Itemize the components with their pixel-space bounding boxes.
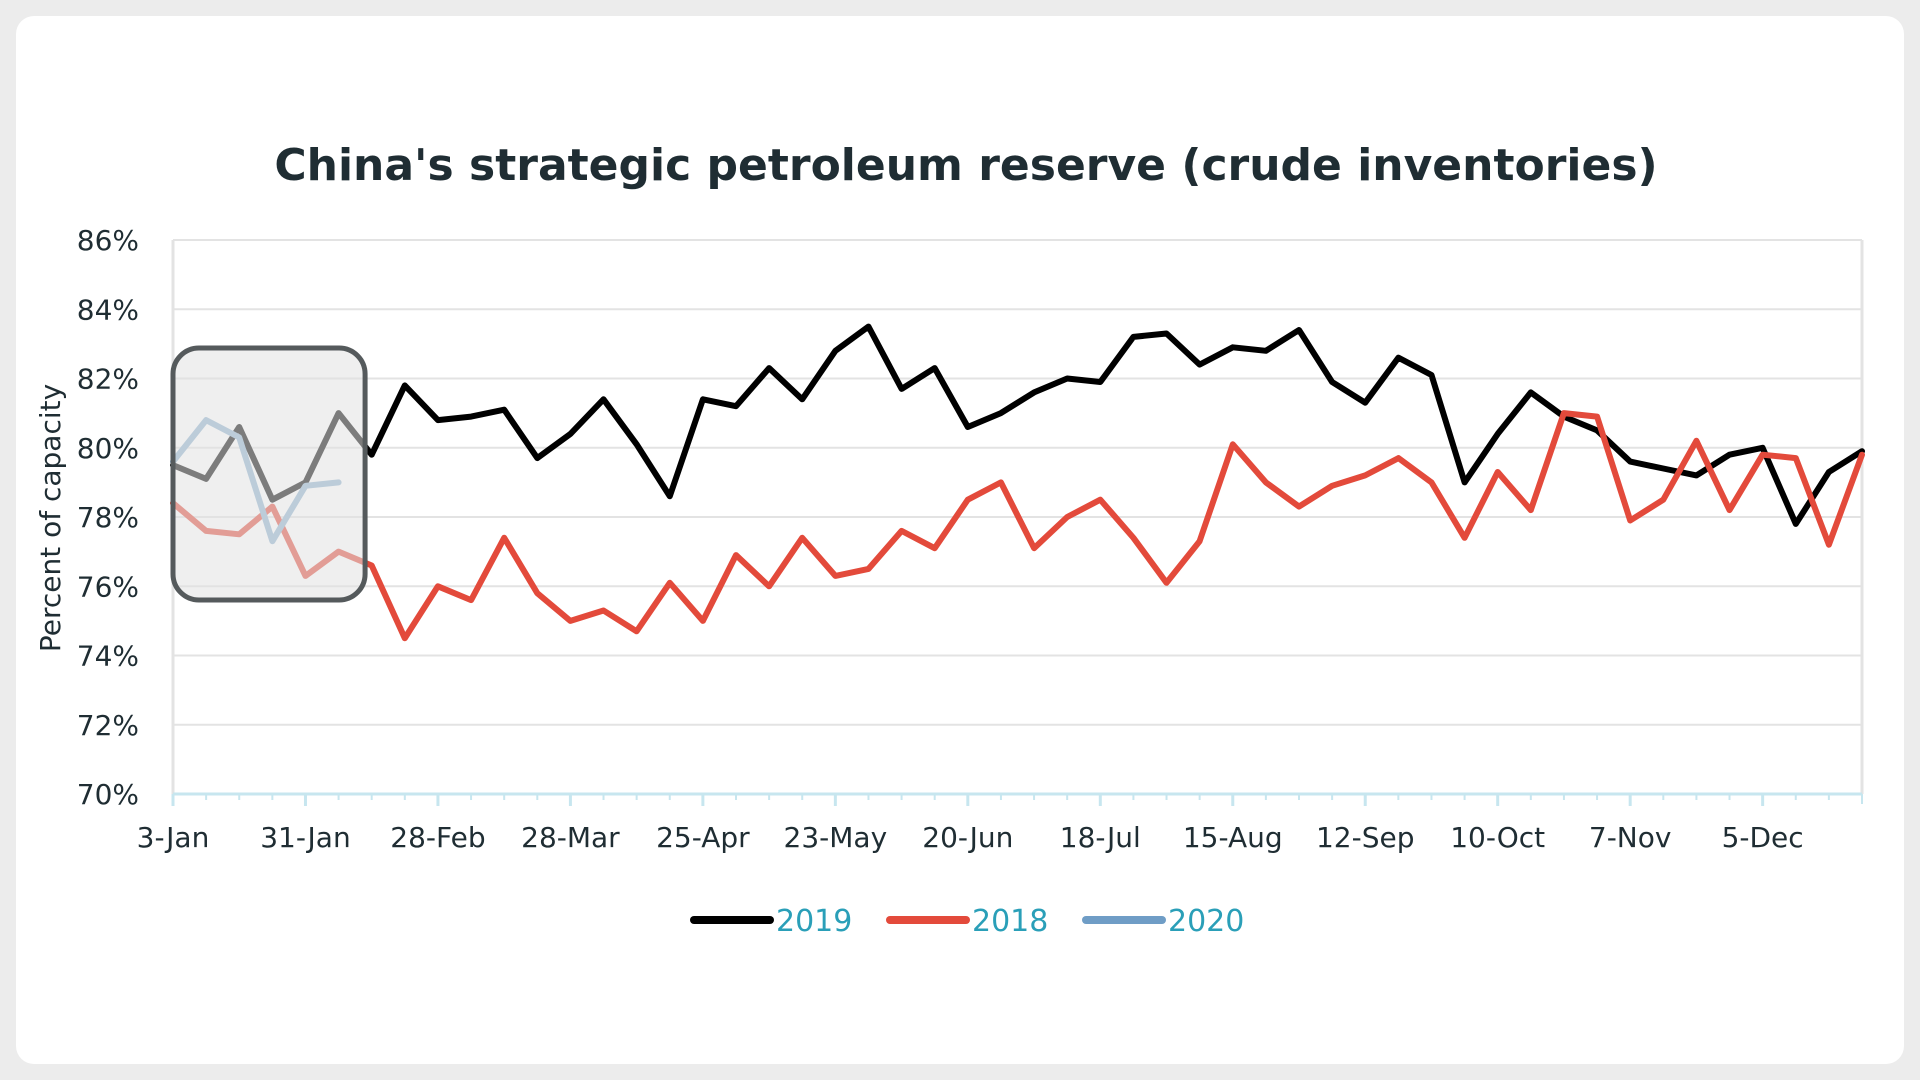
x-tick-label: 25-Apr: [656, 821, 750, 854]
x-tick-label: 28-Feb: [390, 821, 485, 854]
y-tick-label: 86%: [77, 224, 139, 257]
x-tick-label: 20-Jun: [922, 821, 1013, 854]
x-tick-label: 15-Aug: [1183, 821, 1283, 854]
y-axis-label: Percent of capacity: [34, 384, 67, 652]
y-tick-label: 72%: [77, 709, 139, 742]
y-tick-label: 84%: [77, 293, 139, 326]
x-tick-label: 3-Jan: [137, 821, 210, 854]
x-tick-label: 18-Jul: [1060, 821, 1141, 854]
x-tick-label: 12-Sep: [1316, 821, 1415, 854]
y-tick-label: 82%: [77, 363, 139, 396]
highlight-box: [170, 345, 368, 603]
series-line-2018: [170, 410, 1865, 642]
y-tick-label: 80%: [77, 432, 139, 465]
x-tick-label: 23-May: [784, 821, 888, 854]
y-axis: 70% 72% 74% 76% 78% 80% 82% 84% 86%: [77, 224, 139, 811]
legend-label-2018: 2018: [972, 904, 1048, 939]
legend: 2019 2018 2020: [690, 904, 1244, 939]
y-tick-label: 70%: [77, 778, 139, 811]
x-tick-label: 28-Mar: [521, 821, 620, 854]
x-tick-label: 7-Nov: [1589, 821, 1672, 854]
y-tick-label: 74%: [77, 640, 139, 673]
series-lines: [170, 323, 1865, 642]
highlight-rectangle: [170, 345, 368, 603]
legend-label-2019: 2019: [776, 904, 852, 939]
legend-label-2020: 2020: [1168, 904, 1244, 939]
x-tick-label: 5-Dec: [1722, 821, 1804, 854]
x-tick-label: 10-Oct: [1450, 821, 1545, 854]
chart-title: China's strategic petroleum reserve (cru…: [274, 140, 1657, 191]
y-tick-label: 78%: [77, 501, 139, 534]
series-line-2019: [170, 323, 1865, 527]
y-tick-label: 76%: [77, 570, 139, 603]
x-axis: 3-Jan 31-Jan 28-Feb 28-Mar 25-Apr 23-May 20-Ju…: [137, 792, 1863, 854]
x-tick-label: 31-Jan: [260, 821, 350, 854]
